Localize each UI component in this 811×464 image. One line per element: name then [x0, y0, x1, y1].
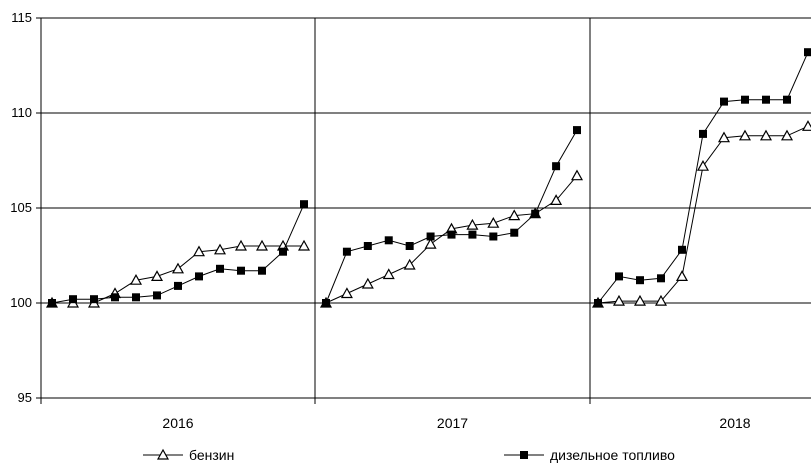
data-point [424, 237, 437, 249]
data-point [489, 232, 498, 241]
data-point [573, 126, 581, 135]
data-point [361, 277, 374, 289]
series-diesel [48, 48, 811, 307]
legend-entry: дизельное топливо [504, 447, 675, 463]
data-point [675, 270, 689, 281]
data-point [759, 129, 773, 141]
axes [36, 17, 591, 404]
data-point [382, 268, 395, 280]
data-point [153, 291, 161, 300]
data-point [468, 230, 477, 239]
data-point [90, 295, 98, 304]
data-point [550, 194, 563, 205]
data-point [720, 97, 728, 106]
series-line [325, 175, 578, 304]
data-point [111, 293, 119, 302]
data-point [129, 273, 143, 285]
data-point [738, 129, 752, 141]
data-point [447, 230, 456, 239]
data-point [234, 239, 248, 251]
data-point [132, 293, 140, 302]
data-point [699, 129, 707, 138]
data-point [762, 95, 770, 104]
data-point [237, 266, 245, 275]
data-point [340, 287, 353, 299]
legend-marker [520, 451, 528, 459]
data-point [654, 294, 668, 306]
y-tick-labels: 95 100 105 110 115 [10, 10, 32, 405]
data-point [633, 294, 647, 306]
data-point [150, 270, 164, 281]
data-point [322, 299, 330, 307]
data-point [696, 159, 710, 171]
series-layer [45, 48, 811, 308]
data-point [195, 272, 203, 281]
year-label: 2016 [162, 415, 193, 431]
data-point [636, 276, 644, 285]
data-point [783, 95, 791, 104]
data-point [508, 209, 521, 221]
data-point [741, 95, 749, 104]
data-point [801, 120, 811, 131]
data-point [216, 264, 224, 273]
y-tick-label: 95 [18, 390, 32, 405]
data-point [342, 247, 351, 256]
y-tick-label: 110 [11, 105, 32, 120]
data-point [363, 242, 372, 250]
data-point [487, 216, 500, 228]
data-point [384, 236, 393, 245]
legend-marker [156, 448, 170, 460]
data-point [192, 245, 206, 257]
data-point [403, 258, 416, 270]
data-point [300, 200, 308, 209]
y-tick-label: 100 [10, 295, 32, 310]
series-line [52, 245, 304, 304]
data-point [426, 232, 435, 241]
year-label: 2017 [437, 415, 468, 431]
data-point [171, 262, 185, 274]
series-benzin [45, 120, 811, 308]
data-point [48, 299, 56, 307]
data-point [69, 295, 77, 304]
data-point [213, 243, 227, 255]
y-tick-label: 105 [10, 200, 32, 215]
data-point [717, 131, 731, 143]
series-line [597, 125, 809, 304]
legend-label: дизельное топливо [550, 447, 675, 463]
data-point [297, 239, 311, 251]
series-line [597, 51, 809, 304]
data-point [255, 239, 269, 251]
year-labels: 2016 2017 2018 [162, 415, 750, 431]
y-tick-label: 115 [11, 10, 32, 25]
year-label: 2018 [719, 415, 750, 431]
data-point [594, 299, 602, 307]
data-point [552, 162, 561, 171]
data-point [531, 209, 540, 218]
data-point [678, 245, 686, 254]
data-point [405, 242, 414, 250]
data-point [615, 272, 623, 281]
data-point [612, 294, 626, 306]
data-point [780, 129, 794, 141]
data-point [657, 274, 665, 283]
data-point [279, 247, 287, 256]
legend-label: бензин [189, 447, 234, 463]
gridlines [41, 17, 811, 399]
legend-entry: бензин [143, 447, 234, 463]
data-point [510, 228, 519, 237]
data-point [258, 266, 266, 275]
data-point [174, 281, 182, 290]
legend: бензин дизельное топливо [143, 447, 675, 463]
data-point [570, 169, 584, 181]
data-point [466, 218, 479, 230]
data-point [804, 48, 811, 57]
